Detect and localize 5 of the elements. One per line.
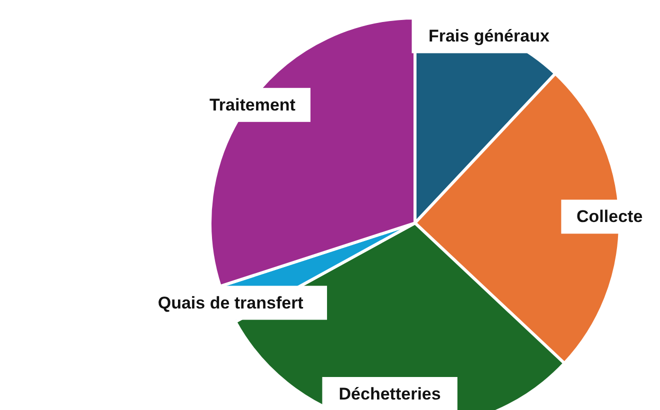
- slice-label: Quais de transfert: [158, 293, 304, 312]
- slice-label: Frais généraux: [428, 26, 550, 46]
- slice-label: Déchetteries: [338, 384, 441, 404]
- slice-label: Traitement: [209, 95, 296, 114]
- slice-label: Collecte: [576, 207, 643, 226]
